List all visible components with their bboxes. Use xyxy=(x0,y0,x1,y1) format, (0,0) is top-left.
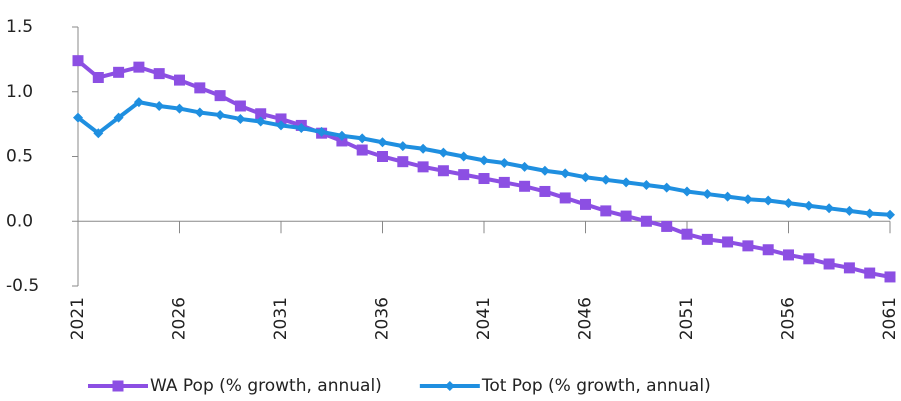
marker xyxy=(885,209,895,220)
marker xyxy=(803,253,815,265)
marker xyxy=(742,194,753,205)
marker xyxy=(154,100,165,111)
marker xyxy=(641,179,652,190)
x-tick-label: 2031 xyxy=(271,297,291,340)
marker xyxy=(112,380,124,392)
marker xyxy=(498,176,510,188)
marker xyxy=(92,72,104,84)
marker xyxy=(234,100,246,112)
marker xyxy=(560,168,571,179)
marker xyxy=(397,156,409,168)
marker xyxy=(235,113,246,124)
marker xyxy=(356,144,368,156)
x-tick-label: 2061 xyxy=(880,297,900,340)
marker xyxy=(742,240,754,252)
marker xyxy=(255,108,267,120)
marker xyxy=(722,236,734,248)
marker xyxy=(437,165,449,177)
marker xyxy=(255,116,266,127)
marker xyxy=(824,203,835,214)
marker xyxy=(174,74,185,86)
marker xyxy=(275,113,287,125)
marker xyxy=(397,141,408,152)
marker xyxy=(479,155,489,166)
marker xyxy=(620,210,632,222)
marker xyxy=(113,112,124,123)
marker xyxy=(722,191,733,202)
marker xyxy=(701,233,713,245)
legend-label: WA Pop (% growth, annual) xyxy=(150,376,382,396)
marker xyxy=(438,147,449,158)
marker xyxy=(823,258,835,270)
marker xyxy=(316,126,327,137)
x-tick-label: 2051 xyxy=(677,297,697,340)
marker xyxy=(336,135,348,147)
marker xyxy=(458,169,470,181)
marker xyxy=(194,82,206,94)
marker xyxy=(783,249,794,261)
marker xyxy=(377,137,388,148)
marker xyxy=(276,120,286,131)
marker xyxy=(580,172,591,183)
marker xyxy=(73,112,83,123)
y-tick-label: 0.5 xyxy=(6,147,33,167)
y-tick-label: 1.5 xyxy=(6,17,33,37)
marker xyxy=(803,200,814,211)
marker xyxy=(681,228,693,240)
marker xyxy=(478,173,490,185)
marker xyxy=(377,151,388,162)
marker xyxy=(215,110,226,121)
x-tick-label: 2021 xyxy=(68,297,88,340)
marker xyxy=(194,107,205,118)
marker xyxy=(640,215,652,227)
x-tick-label: 2046 xyxy=(576,297,596,340)
marker xyxy=(661,220,673,232)
marker xyxy=(539,165,550,176)
marker xyxy=(844,205,855,216)
marker xyxy=(702,189,713,200)
marker xyxy=(559,192,571,204)
marker xyxy=(600,205,612,217)
marker xyxy=(864,208,875,219)
x-tick-label: 2026 xyxy=(170,297,190,340)
marker xyxy=(499,157,510,168)
marker xyxy=(580,198,591,210)
marker xyxy=(519,180,531,192)
marker xyxy=(214,90,226,102)
marker xyxy=(621,177,632,188)
marker xyxy=(539,185,551,197)
marker xyxy=(113,66,125,78)
y-tick-label: -0.5 xyxy=(6,276,39,296)
marker xyxy=(762,244,774,256)
x-tick-label: 2056 xyxy=(779,297,799,340)
marker xyxy=(418,143,429,154)
marker xyxy=(133,61,145,73)
marker xyxy=(600,174,611,185)
y-tick-label: 1.0 xyxy=(6,82,33,102)
marker xyxy=(357,133,368,144)
marker xyxy=(296,123,307,134)
x-tick-label: 2036 xyxy=(373,297,393,340)
marker xyxy=(93,128,104,139)
marker xyxy=(519,161,530,172)
legend-label: Tot Pop (% growth, annual) xyxy=(481,376,711,396)
marker xyxy=(682,186,692,197)
x-tick-label: 2041 xyxy=(474,297,494,340)
marker xyxy=(763,195,774,206)
marker xyxy=(336,130,347,141)
marker xyxy=(444,381,455,391)
marker xyxy=(864,267,876,279)
marker xyxy=(133,97,144,108)
marker xyxy=(661,182,672,193)
marker xyxy=(174,103,185,114)
marker xyxy=(843,262,855,274)
marker xyxy=(783,198,794,209)
marker xyxy=(458,151,469,162)
marker xyxy=(72,55,84,67)
marker xyxy=(417,161,429,173)
marker xyxy=(153,68,165,80)
y-tick-label: 0.0 xyxy=(6,211,33,231)
marker xyxy=(884,271,896,283)
